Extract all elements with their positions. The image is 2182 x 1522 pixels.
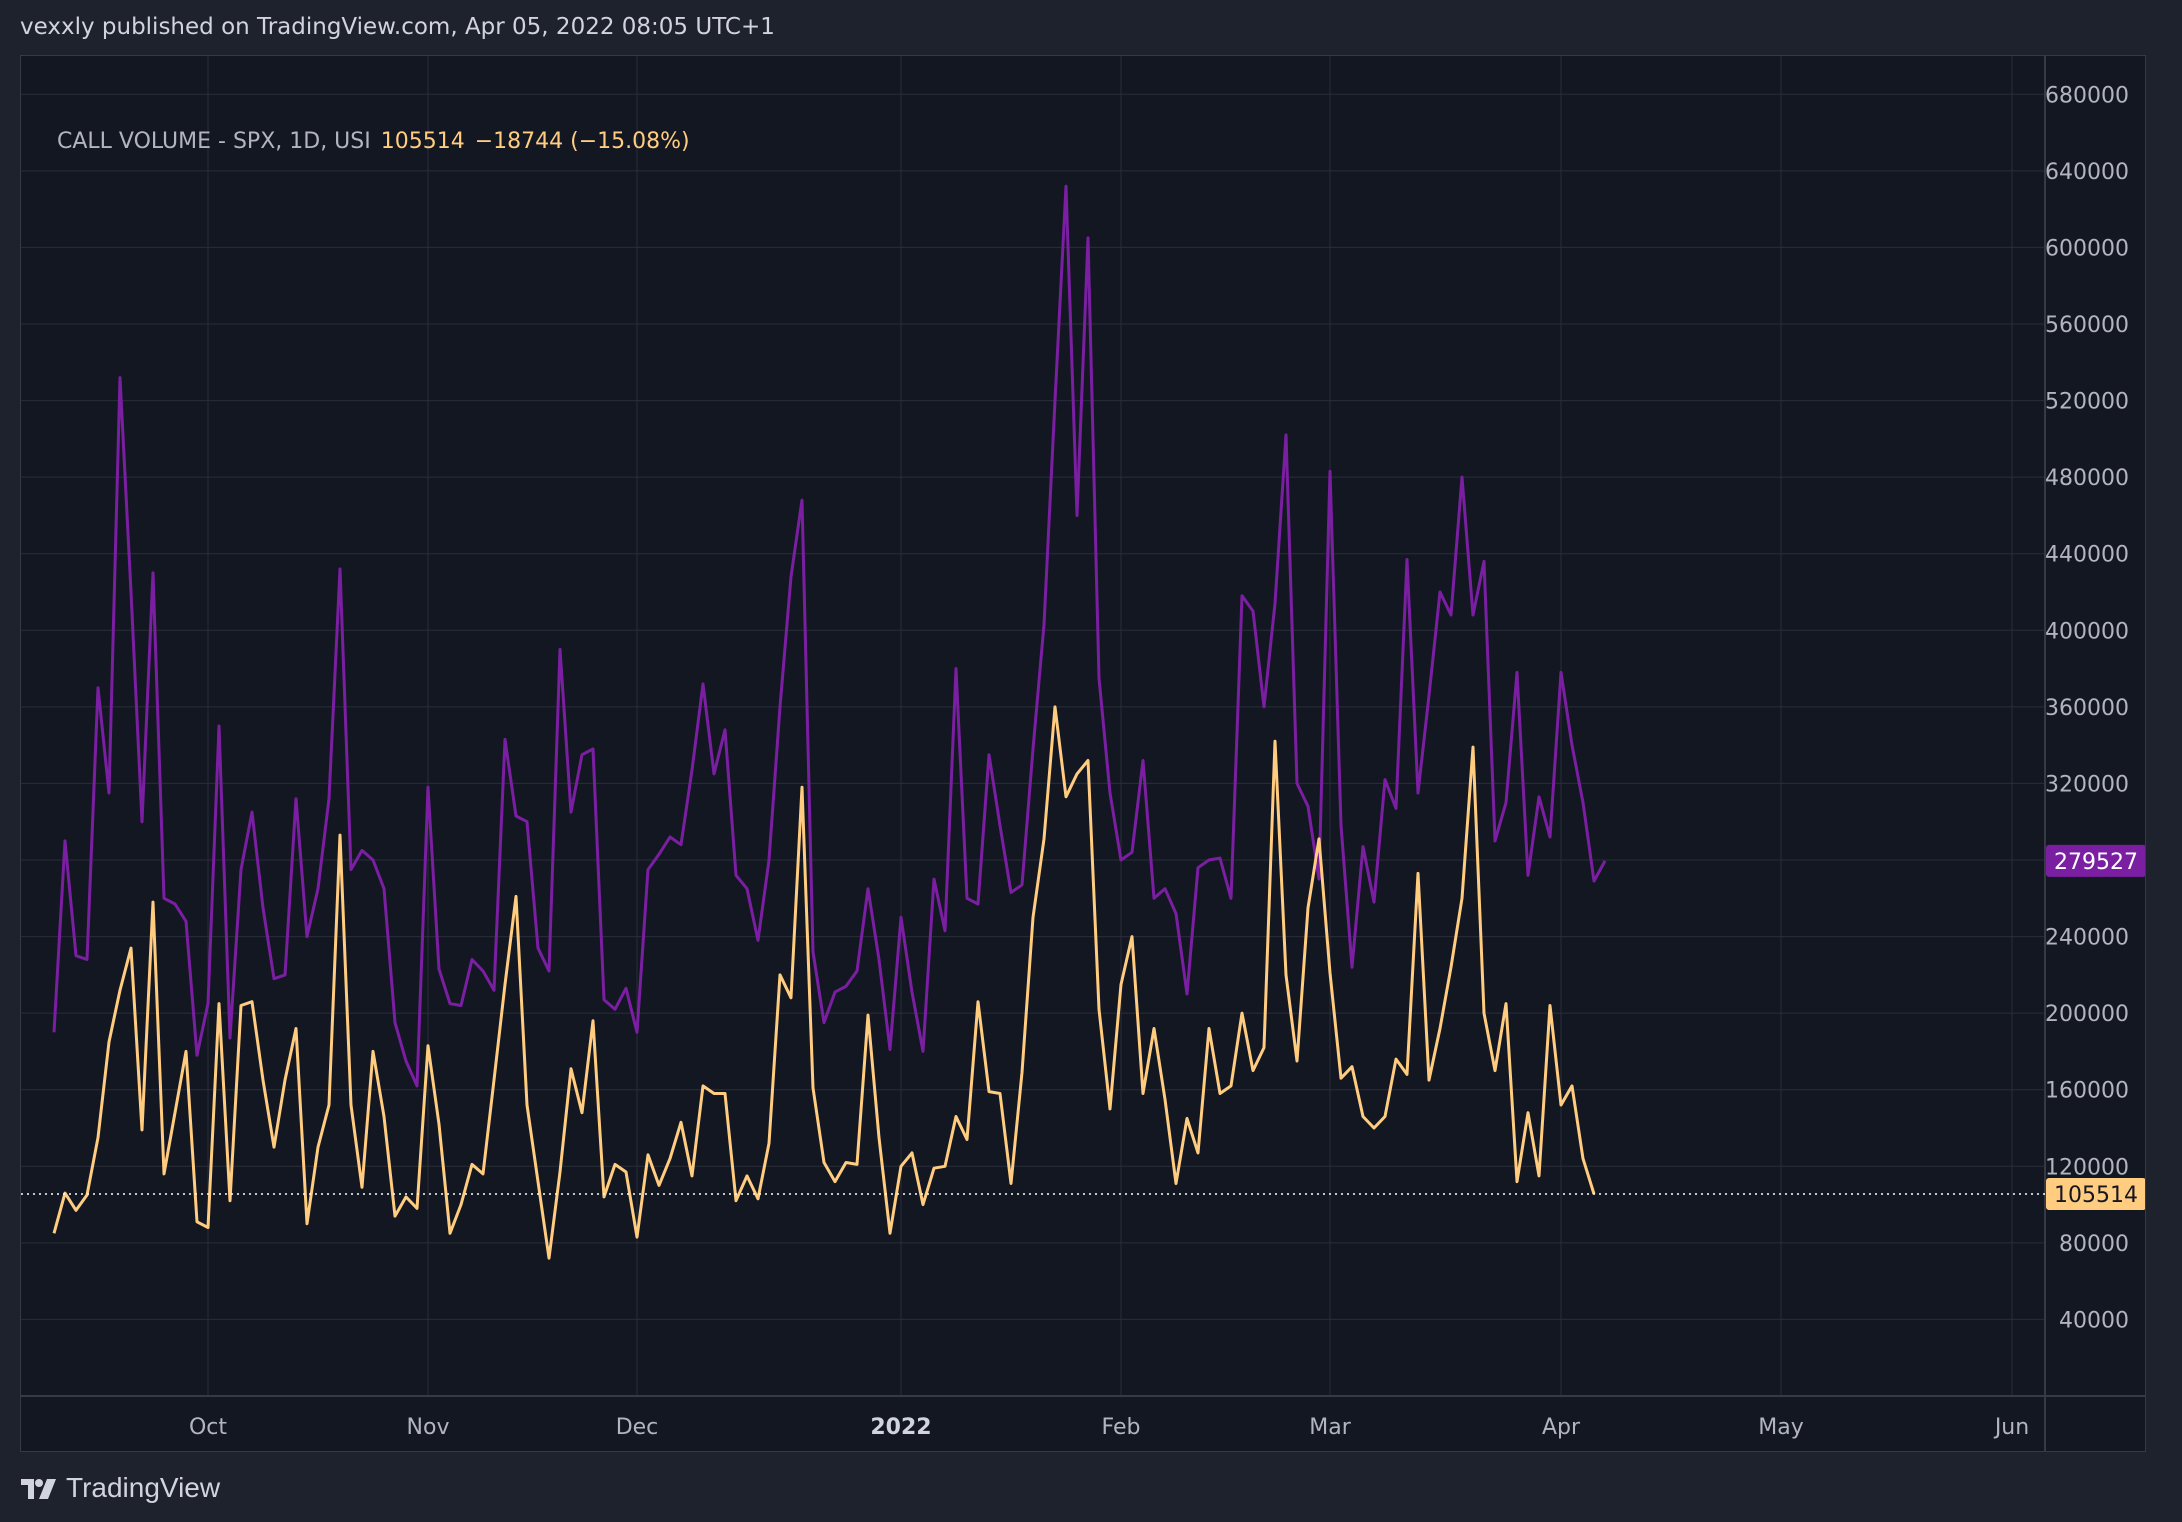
tradingview-logo-icon [21, 1479, 56, 1499]
tradingview-brand[interactable]: TradingView [20, 1470, 220, 1506]
y-tick-label: 360000 [2045, 696, 2129, 721]
legend-value: 105514 [380, 129, 465, 154]
y-tick-label: 520000 [2045, 390, 2129, 415]
y-tick-label: 600000 [2045, 236, 2129, 261]
y-tick-label: 200000 [2045, 1002, 2129, 1027]
purple-series-line [52, 184, 1607, 1088]
purple-last-value-tag [2046, 844, 2145, 877]
legend-change: −18744 (−15.08%) [474, 129, 690, 154]
brand-name: TradingView [66, 1472, 221, 1503]
y-tick-label: 400000 [2045, 619, 2129, 644]
x-tick-label: Jun [1993, 1415, 2029, 1440]
y-tick-label: 480000 [2045, 466, 2129, 491]
y-tick-label: 80000 [2059, 1232, 2129, 1257]
publisher-header: vexxly published on TradingView.com, Apr… [20, 14, 775, 40]
x-tick-label: Apr [1542, 1415, 1581, 1440]
yellow-last-value-tag [2046, 1178, 2145, 1211]
y-tick-label: 320000 [2045, 772, 2129, 797]
y-tick-label: 640000 [2045, 160, 2129, 185]
x-tick-label: Oct [189, 1415, 227, 1440]
y-tick-label: 680000 [2045, 83, 2129, 108]
yellow-last-value-label: 105514 [2054, 1183, 2138, 1208]
y-tick-label: 120000 [2045, 1155, 2129, 1180]
x-tick-label: Feb [1102, 1415, 1141, 1440]
purple-last-value-label: 279527 [2054, 850, 2138, 875]
y-tick-label: 160000 [2045, 1079, 2129, 1104]
legend-symbol: CALL VOLUME - SPX, 1D, USI [57, 129, 371, 154]
y-tick-label: 40000 [2059, 1308, 2129, 1333]
line-chart[interactable]: 4000080000120000160000200000240000280000… [21, 56, 2145, 1451]
x-tick-label: May [1758, 1415, 1803, 1440]
yellow-series-line [52, 705, 1596, 1260]
x-tick-label: Mar [1309, 1415, 1351, 1440]
x-tick-label: 2022 [870, 1415, 931, 1440]
y-tick-label: 240000 [2045, 926, 2129, 951]
chart-panel[interactable]: 4000080000120000160000200000240000280000… [20, 55, 2146, 1452]
y-tick-label: 560000 [2045, 313, 2129, 338]
x-tick-label: Nov [407, 1415, 450, 1440]
y-tick-label: 440000 [2045, 543, 2129, 568]
chart-legend: CALL VOLUME - SPX, 1D, USI 105514 −18744 (… [57, 129, 690, 154]
x-tick-label: Dec [616, 1415, 659, 1440]
plot-area[interactable] [21, 56, 2045, 1396]
